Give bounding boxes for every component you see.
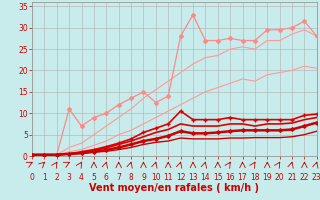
X-axis label: Vent moyen/en rafales ( km/h ): Vent moyen/en rafales ( km/h ) [89, 183, 260, 193]
